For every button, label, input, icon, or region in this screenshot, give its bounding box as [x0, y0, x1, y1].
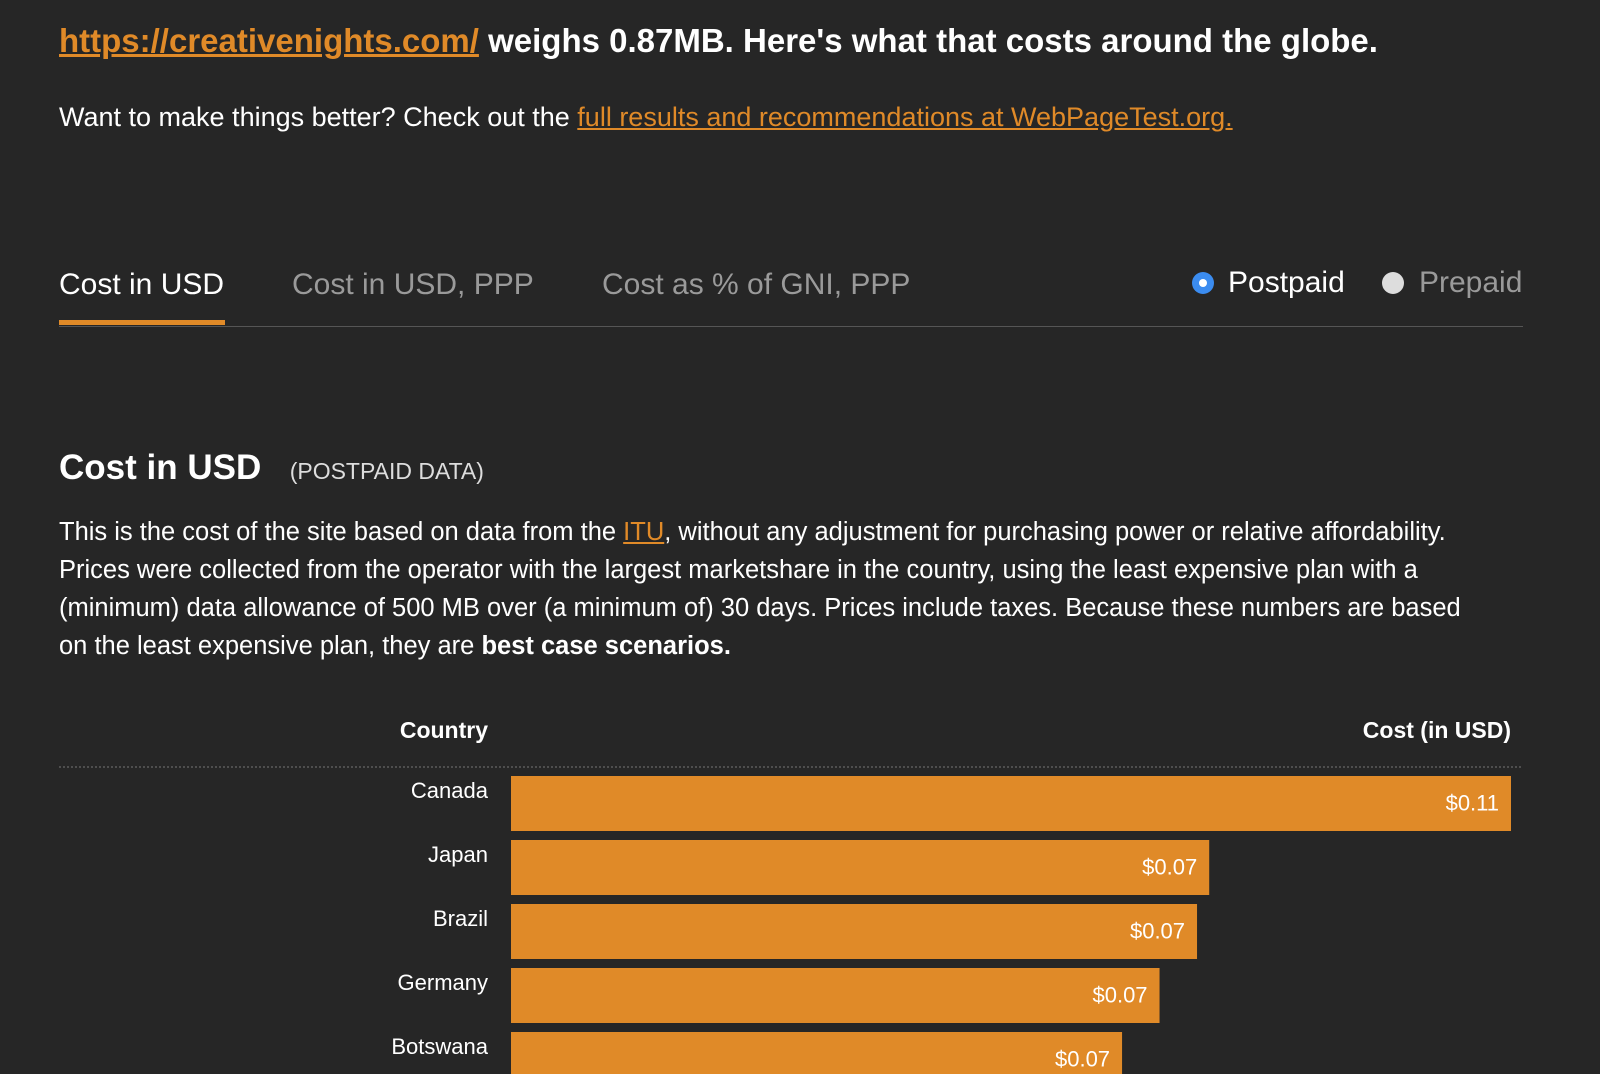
- tab[interactable]: Cost in USD, PPP: [292, 268, 534, 301]
- paragraph-text: This is the cost of the site based on da…: [59, 518, 617, 546]
- category-label: Japan: [428, 842, 488, 867]
- itu-link[interactable]: ITU: [623, 518, 665, 546]
- chart: Country Cost (in USD) Canada $0.11 Japan $0…: [59, 717, 1523, 1074]
- paragraph-bold: best case scenarios.: [481, 632, 731, 660]
- page-heading: https://creativenights.com/ weighs 0.87M…: [59, 22, 1378, 60]
- results-link[interactable]: full results and recommendations at WebP…: [577, 102, 1233, 132]
- section-paragraph: This is the cost of the site based on da…: [59, 513, 1479, 665]
- category-label: Brazil: [433, 906, 488, 931]
- radio-unselected[interactable]: [1382, 272, 1404, 294]
- category-label: Botswana: [391, 1034, 488, 1059]
- column-header: Country: [400, 717, 488, 743]
- tab-divider: [59, 326, 1523, 327]
- value-label: $0.07: [1055, 1046, 1110, 1071]
- site-link[interactable]: https://creativenights.com/: [59, 22, 479, 59]
- value-label: $0.11: [1446, 790, 1499, 815]
- radio-selected[interactable]: [1192, 272, 1214, 294]
- paragraph-text: , without any adjustment for purchasing …: [59, 518, 1461, 660]
- tab[interactable]: Cost as % of GNI, PPP: [602, 268, 911, 301]
- tab-underline: [59, 320, 225, 325]
- bar: [511, 840, 1210, 895]
- bar: [511, 1032, 1123, 1074]
- tab[interactable]: Cost in USD: [59, 268, 225, 301]
- radio-label[interactable]: Prepaid: [1419, 266, 1523, 299]
- category-label: Canada: [411, 778, 489, 803]
- section-heading: Cost in USD (POSTPAID DATA): [59, 448, 484, 488]
- column-header: Cost (in USD): [1363, 717, 1511, 743]
- category-label: Germany: [398, 970, 488, 995]
- intro: Want to make things better? Check out th…: [59, 102, 1233, 133]
- section-title: Cost in USD: [59, 448, 262, 487]
- heading-text: weighs 0.87MB. Here's what that costs ar…: [488, 22, 1378, 59]
- intro-text: Want to make things better? Check out th…: [59, 102, 570, 132]
- bar: [511, 776, 1511, 831]
- bar: [511, 968, 1160, 1023]
- section-subtitle: (POSTPAID DATA): [289, 458, 484, 484]
- bar: [511, 904, 1198, 959]
- value-label: $0.07: [1130, 918, 1185, 943]
- radio-label[interactable]: Postpaid: [1228, 266, 1345, 299]
- value-label: $0.07: [1092, 982, 1147, 1007]
- value-label: $0.07: [1142, 854, 1197, 879]
